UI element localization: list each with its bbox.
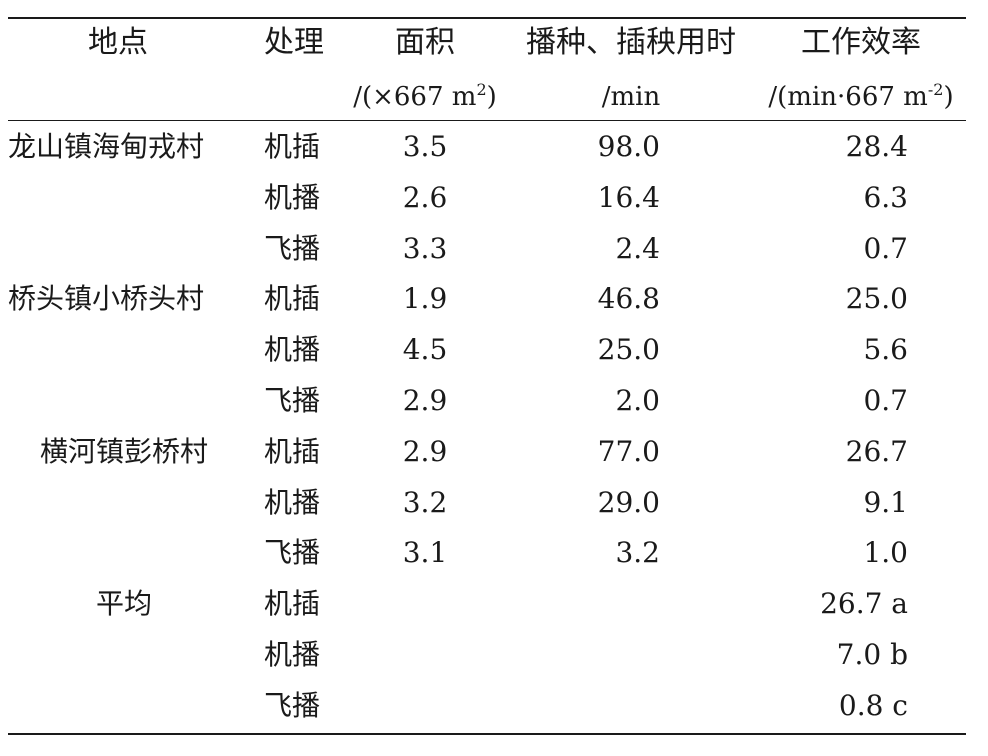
header-area: 面积 bbox=[395, 25, 455, 60]
treatment-cell: 机插 bbox=[264, 587, 321, 620]
header-time: 播种、插秧用时 bbox=[526, 25, 736, 60]
area-cell: 4.5 bbox=[402, 333, 448, 366]
site-cell: 龙山镇海甸戎村 bbox=[8, 130, 205, 163]
treatment-cell: 机插 bbox=[264, 130, 321, 163]
site-cell: 横河镇彭桥村 bbox=[39, 435, 208, 468]
area-cell: 2.9 bbox=[402, 384, 448, 417]
time-cell: 2.0 bbox=[615, 384, 660, 417]
bottom-rule bbox=[8, 733, 966, 735]
header-site: 地点 bbox=[88, 25, 148, 60]
efficiency-cell: 0.8 c bbox=[838, 689, 908, 722]
time-cell: 46.8 bbox=[597, 282, 660, 315]
efficiency-cell: 1.0 bbox=[863, 536, 908, 569]
area-cell: 3.5 bbox=[402, 130, 448, 163]
treatment-cell: 飞播 bbox=[264, 536, 321, 569]
area-cell: 3.2 bbox=[402, 486, 448, 519]
eff-unit-sup: -2 bbox=[927, 80, 944, 99]
treatment-cell: 机播 bbox=[264, 486, 321, 519]
site-cell: 平均 bbox=[95, 587, 152, 620]
treatment-cell: 飞播 bbox=[264, 384, 321, 417]
time-cell: 2.4 bbox=[615, 232, 660, 265]
header-efficiency-unit: /(min·667 m-2) bbox=[752, 80, 970, 114]
efficiency-cell: 5.6 bbox=[863, 333, 908, 366]
efficiency-cell: 0.7 bbox=[863, 384, 908, 417]
efficiency-cell: 9.1 bbox=[863, 486, 908, 519]
area-cell: 1.9 bbox=[402, 282, 448, 315]
efficiency-cell: 25.0 bbox=[845, 282, 908, 315]
eff-unit-prefix: /(min·667 m bbox=[768, 82, 928, 112]
header-time-unit: /min bbox=[601, 82, 661, 112]
header-treatment: 处理 bbox=[264, 25, 324, 60]
header-rule bbox=[8, 120, 966, 121]
treatment-cell: 飞播 bbox=[264, 689, 321, 722]
time-cell: 98.0 bbox=[597, 130, 660, 163]
site-cell: 桥头镇小桥头村 bbox=[8, 282, 205, 315]
treatment-cell: 机播 bbox=[264, 181, 321, 214]
treatment-cell: 机播 bbox=[264, 333, 321, 366]
header-area-unit: /(×667 m2) bbox=[340, 80, 510, 114]
eff-unit-suffix: ) bbox=[943, 82, 954, 112]
efficiency-cell: 7.0 b bbox=[836, 638, 908, 671]
efficiency-cell: 0.7 bbox=[863, 232, 908, 265]
treatment-cell: 机插 bbox=[264, 435, 321, 468]
efficiency-cell: 6.3 bbox=[863, 181, 908, 214]
time-cell: 16.4 bbox=[597, 181, 660, 214]
area-unit-suffix: ) bbox=[486, 82, 497, 112]
efficiency-cell: 28.4 bbox=[845, 130, 908, 163]
area-unit-sup: 2 bbox=[476, 80, 487, 99]
top-rule bbox=[8, 17, 966, 19]
time-cell: 77.0 bbox=[597, 435, 660, 468]
area-cell: 3.3 bbox=[402, 232, 448, 265]
efficiency-cell: 26.7 bbox=[845, 435, 908, 468]
treatment-cell: 机播 bbox=[264, 638, 321, 671]
treatment-cell: 机插 bbox=[264, 282, 321, 315]
time-cell: 25.0 bbox=[597, 333, 660, 366]
area-cell: 2.6 bbox=[402, 181, 448, 214]
efficiency-cell: 26.7 a bbox=[820, 587, 908, 620]
area-cell: 3.1 bbox=[402, 536, 448, 569]
area-unit-prefix: /(×667 m bbox=[353, 82, 477, 112]
treatment-cell: 飞播 bbox=[264, 232, 321, 265]
header-efficiency: 工作效率 bbox=[801, 25, 921, 60]
time-cell: 3.2 bbox=[615, 536, 660, 569]
area-cell: 2.9 bbox=[402, 435, 448, 468]
time-cell: 29.0 bbox=[597, 486, 660, 519]
